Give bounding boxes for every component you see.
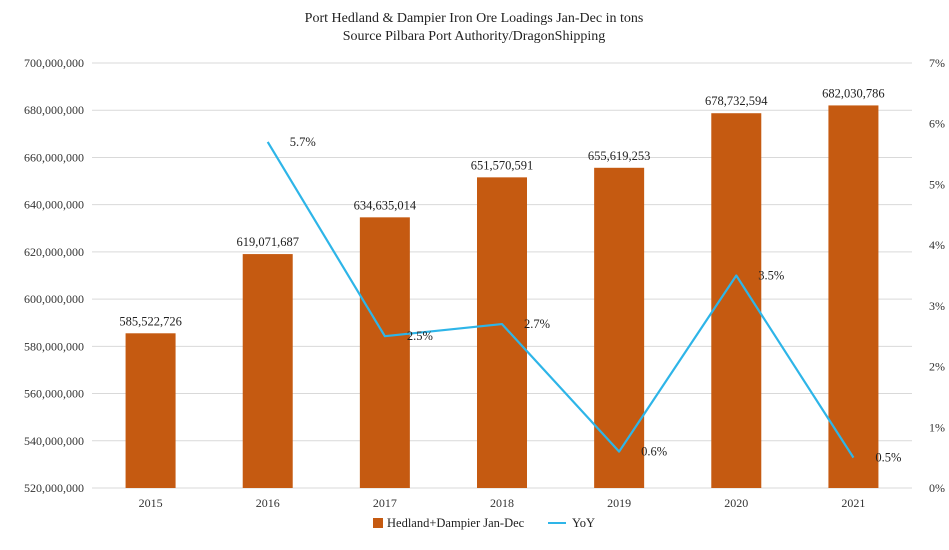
legend-bar-label: Hedland+Dampier Jan-Dec — [387, 516, 525, 530]
left-tick-label: 700,000,000 — [24, 56, 84, 70]
x-tick-label: 2019 — [607, 496, 631, 510]
left-tick-label: 540,000,000 — [24, 434, 84, 448]
bar-data-label: 651,570,591 — [471, 158, 534, 172]
bar — [125, 333, 176, 488]
bar — [477, 177, 527, 488]
yoy-data-label: 5.7% — [290, 135, 316, 149]
x-tick-label: 2018 — [490, 496, 514, 510]
x-tick-label: 2016 — [256, 496, 280, 510]
left-tick-label: 580,000,000 — [24, 339, 84, 353]
right-tick-label: 1% — [929, 420, 945, 434]
yoy-data-label: 2.5% — [407, 329, 433, 343]
yoy-data-label: 3.5% — [758, 269, 784, 283]
bar-data-label: 619,071,687 — [236, 235, 299, 249]
bar — [828, 105, 879, 488]
bar-data-label: 634,635,014 — [354, 198, 417, 212]
right-tick-label: 0% — [929, 481, 945, 495]
right-axis-ticks: 0% 1% 2% 3% 4% 5% 6% 7% — [929, 56, 945, 495]
bar — [594, 167, 645, 488]
bar-data-label: 585,522,726 — [119, 314, 182, 328]
right-tick-label: 4% — [929, 238, 945, 252]
bar — [359, 217, 410, 489]
left-tick-label: 620,000,000 — [24, 245, 84, 259]
right-tick-label: 5% — [929, 177, 945, 191]
legend-bar-swatch — [373, 518, 383, 528]
left-tick-label: 660,000,000 — [24, 150, 84, 164]
yoy-data-label: 0.6% — [641, 445, 667, 459]
yoy-data-labels: 5.7% 2.5% 2.7% 0.6% 3.5% 0.5% — [290, 135, 902, 465]
x-tick-label: 2015 — [139, 496, 163, 510]
x-axis-ticks: 2015 2016 2017 2018 2019 2020 2021 — [139, 496, 866, 510]
left-tick-label: 640,000,000 — [24, 198, 84, 212]
chart-subtitle: Source Pilbara Port Authority/DragonShip… — [343, 29, 605, 44]
right-tick-label: 3% — [929, 299, 945, 313]
left-axis-ticks: 520,000,000 540,000,000 560,000,000 580,000… — [24, 56, 84, 495]
chart-title: Port Hedland & Dampier Iron Ore Loadings… — [305, 11, 644, 26]
left-tick-label: 560,000,000 — [24, 387, 84, 401]
legend-line-label: YoY — [572, 516, 595, 530]
left-tick-label: 520,000,000 — [24, 481, 84, 495]
yoy-line — [266, 141, 855, 459]
yoy-line-series — [266, 141, 855, 459]
bar-data-label: 655,619,253 — [588, 149, 651, 163]
left-tick-label: 600,000,000 — [24, 292, 84, 306]
right-tick-label: 2% — [929, 360, 945, 374]
bar-data-label: 682,030,786 — [822, 86, 885, 100]
bar — [242, 254, 293, 488]
right-tick-label: 7% — [929, 56, 945, 70]
bar-data-label: 678,732,594 — [705, 94, 768, 108]
bar-data-labels: 585,522,726 619,071,687 634,635,014 651,570… — [119, 86, 884, 328]
x-tick-label: 2017 — [373, 496, 397, 510]
legend: Hedland+Dampier Jan-Dec YoY — [373, 516, 595, 530]
left-tick-label: 680,000,000 — [24, 103, 84, 117]
right-tick-label: 6% — [929, 117, 945, 131]
x-tick-label: 2020 — [724, 496, 748, 510]
x-tick-label: 2021 — [841, 496, 865, 510]
yoy-data-label: 2.7% — [524, 317, 550, 331]
yoy-data-label: 0.5% — [875, 451, 901, 465]
